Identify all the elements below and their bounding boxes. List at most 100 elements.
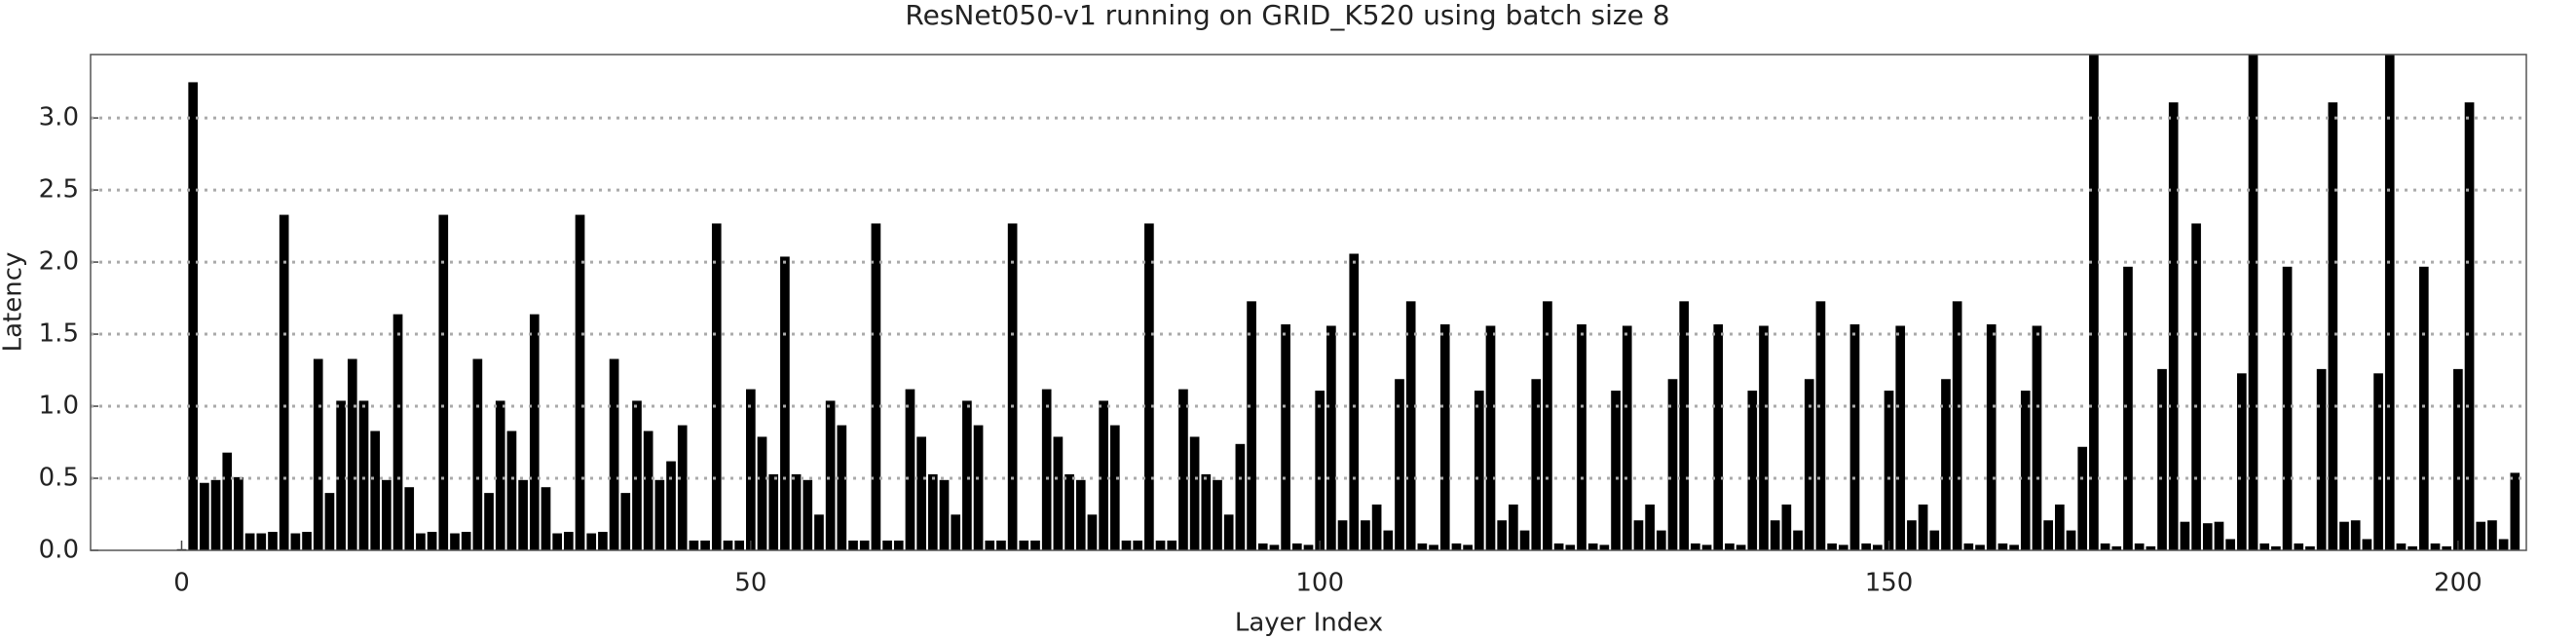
bar (665, 460, 677, 550)
bar (529, 314, 541, 550)
bar (1701, 544, 1712, 550)
bar (1303, 544, 1314, 550)
bar (1052, 435, 1064, 550)
bar (677, 424, 689, 550)
bar (927, 473, 939, 550)
bar (1894, 324, 1906, 550)
bar (995, 540, 1007, 550)
bar (2293, 543, 2304, 550)
plot-frame (90, 54, 2527, 551)
bar (2372, 372, 2384, 550)
y-tick-label: 0.5 (39, 464, 79, 493)
bar (597, 531, 609, 550)
bar (1656, 529, 1667, 550)
bar (1542, 300, 1553, 550)
bar (585, 532, 597, 550)
bar (267, 531, 279, 550)
bar (575, 213, 585, 550)
bar (813, 513, 825, 550)
bar (279, 213, 290, 550)
bar (1906, 519, 1918, 550)
bar (2430, 543, 2441, 550)
bar (1291, 543, 1303, 550)
bar (1814, 300, 1826, 550)
bar (1212, 479, 1223, 550)
bar (2248, 55, 2259, 550)
bar (1382, 529, 1394, 550)
x-tick-label: 150 (1865, 569, 1914, 598)
bar (2168, 101, 2180, 550)
bar (1325, 324, 1337, 550)
bar (1166, 540, 1177, 550)
bar (1314, 390, 1325, 550)
bar (1587, 543, 1599, 550)
bar (893, 540, 905, 550)
bar (415, 532, 427, 550)
bar (1872, 544, 1884, 550)
bar (2361, 538, 2372, 550)
bar (1849, 323, 1860, 550)
x-tick-label: 100 (1295, 569, 1344, 598)
bar (2464, 101, 2476, 550)
bar (1838, 544, 1849, 550)
bar (1155, 540, 1167, 550)
bar (1450, 543, 1462, 550)
bar (1132, 540, 1143, 550)
bar (1986, 323, 1997, 550)
bar (1121, 540, 1132, 550)
bar (1804, 378, 1815, 550)
bar (392, 314, 403, 550)
x-tick-label: 50 (734, 569, 766, 598)
bar (711, 222, 723, 550)
bar (2338, 521, 2350, 550)
bar (1928, 529, 1940, 550)
bar (301, 531, 313, 550)
bar (2190, 222, 2202, 550)
bar (1918, 504, 1929, 550)
bar (461, 531, 472, 550)
bar (551, 532, 563, 550)
bar (2179, 521, 2190, 550)
bar (2066, 529, 2076, 550)
bar (427, 531, 438, 550)
bar (2498, 538, 2510, 550)
bar (847, 540, 859, 550)
bar (2509, 471, 2520, 550)
bar (1780, 504, 1792, 550)
bar (495, 399, 506, 550)
bar (1962, 543, 1974, 550)
bar (255, 532, 267, 550)
bar (1940, 378, 1952, 550)
bar (973, 424, 985, 550)
bar (1087, 513, 1098, 550)
chart-title: ResNet050-v1 running on GRID_K520 using … (905, 0, 1669, 31)
bar (2224, 538, 2236, 550)
bar (2054, 504, 2066, 550)
bar (619, 492, 631, 550)
bar (2100, 543, 2111, 550)
bar (699, 540, 711, 550)
bar (471, 357, 483, 550)
bar (1746, 390, 1758, 550)
bar (1439, 323, 1451, 550)
bar (1564, 544, 1576, 550)
bar (233, 476, 244, 550)
bar (1234, 443, 1246, 550)
bar (1462, 544, 1474, 550)
bar (2259, 543, 2270, 550)
bar (2214, 521, 2224, 550)
x-tick-label: 0 (173, 569, 190, 598)
bar (881, 540, 893, 550)
bar (2475, 521, 2486, 550)
bar (1416, 543, 1428, 550)
bar (1394, 378, 1405, 550)
bar (1553, 543, 1565, 550)
y-tick-label: 3.0 (39, 103, 79, 132)
bar (1530, 378, 1542, 550)
bar (1177, 388, 1189, 550)
bar (1736, 544, 1747, 550)
bar (187, 81, 199, 550)
bar (1519, 529, 1530, 550)
